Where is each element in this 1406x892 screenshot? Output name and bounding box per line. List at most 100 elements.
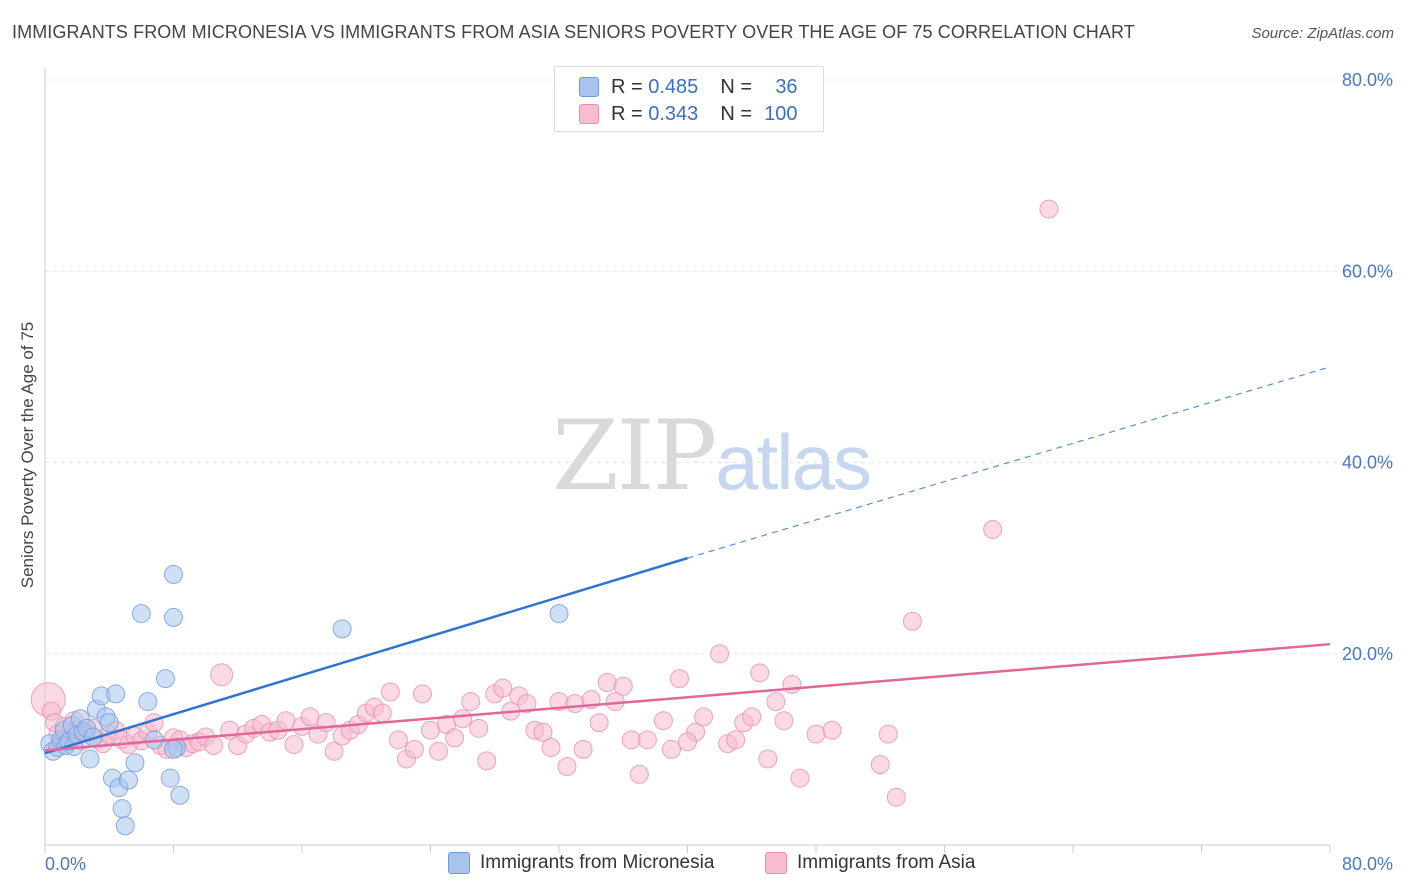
data-point — [445, 728, 465, 748]
legend-item-asia: Immigrants from Asia — [765, 852, 975, 874]
legend-n-value: 36 — [775, 75, 798, 98]
legend-swatch-micronesia — [448, 852, 470, 874]
data-point — [886, 787, 906, 807]
data-point — [332, 619, 352, 639]
trend-line-asia — [44, 642, 1331, 752]
data-point — [613, 676, 633, 696]
data-point — [106, 684, 126, 704]
data-point — [637, 730, 657, 750]
data-point — [822, 720, 842, 740]
legend-row-asia: R = 0.343 N = 100 — [579, 102, 798, 126]
watermark-zip: ZIP — [552, 400, 717, 512]
data-point — [541, 737, 561, 757]
data-point — [694, 707, 714, 727]
data-point — [870, 755, 890, 775]
data-point — [204, 736, 224, 756]
data-point — [774, 711, 794, 731]
data-point — [380, 682, 400, 702]
data-point — [210, 663, 234, 687]
data-point — [388, 730, 408, 750]
data-point — [164, 607, 183, 627]
trend-lines — [44, 366, 1331, 755]
data-point — [461, 692, 481, 712]
data-point — [710, 644, 730, 664]
data-point — [565, 693, 585, 713]
legend-swatch-asia — [579, 104, 599, 124]
data-point — [316, 713, 336, 733]
data-point — [493, 678, 513, 698]
legend-r-label: R = — [611, 75, 643, 98]
legend-swatch-micronesia — [579, 77, 599, 97]
legend-label-micronesia: Immigrants from Micronesia — [480, 852, 715, 873]
data-point — [533, 722, 553, 742]
x-tick-label: 80.0% — [1342, 854, 1393, 874]
data-point — [99, 713, 119, 733]
legend-row-micronesia: R = 0.485 N = 36 — [579, 75, 798, 99]
series-legend: Immigrants from Micronesia Immigrants fr… — [0, 852, 1406, 878]
data-point — [164, 564, 183, 584]
legend-r-value: 0.485 — [648, 75, 699, 98]
source-label: Source: ZipAtlas.com — [1251, 25, 1394, 42]
data-point — [750, 663, 770, 683]
data-point — [806, 724, 826, 744]
data-point — [125, 753, 145, 773]
data-point — [1039, 199, 1059, 219]
legend-n-label: N = — [720, 102, 752, 125]
data-point — [421, 720, 440, 740]
data-point — [669, 669, 689, 689]
data-point — [790, 768, 810, 788]
data-point — [661, 739, 681, 759]
legend-n-label: N = — [720, 75, 752, 98]
x-tick-label: 0.0% — [45, 854, 86, 874]
data-point — [629, 764, 649, 784]
data-point — [766, 692, 786, 712]
data-point — [517, 693, 537, 713]
data-point — [878, 724, 898, 744]
data-point — [115, 816, 135, 836]
legend-label-asia: Immigrants from Asia — [797, 852, 976, 873]
data-point — [160, 768, 180, 788]
tick-labels: 20.0% 40.0% 60.0% 80.0% 0.0% 80.0% — [45, 70, 1393, 874]
chart-title: IMMIGRANTS FROM MICRONESIA VS IMMIGRANTS… — [12, 22, 1135, 42]
legend-n-value: 100 — [764, 102, 798, 125]
legend-r-label: R = — [611, 102, 643, 125]
data-point — [573, 739, 593, 759]
data-point — [170, 785, 190, 805]
data-point — [80, 749, 100, 769]
data-point — [902, 611, 922, 631]
data-point — [112, 799, 132, 819]
data-point — [119, 770, 139, 790]
data-point — [276, 711, 296, 731]
data-point — [549, 604, 569, 624]
grid — [45, 79, 1395, 655]
data-point — [742, 707, 762, 727]
data-point — [404, 739, 424, 759]
data-point — [284, 735, 304, 755]
y-tick-label: 60.0% — [1342, 261, 1393, 281]
data-point — [653, 711, 673, 731]
data-point — [453, 709, 473, 729]
data-point — [557, 757, 577, 777]
y-tick-label: 20.0% — [1342, 644, 1393, 664]
y-tick-label: 80.0% — [1342, 70, 1393, 90]
data-point — [429, 741, 449, 761]
data-point — [621, 730, 641, 750]
data-point — [138, 692, 158, 712]
data-point — [782, 674, 802, 694]
data-point — [983, 519, 1003, 539]
data-point — [155, 669, 175, 689]
data-point — [300, 707, 320, 727]
series-immigrants-from-asia — [30, 199, 1059, 807]
data-point — [758, 749, 778, 769]
legend-r-value: 0.343 — [648, 102, 699, 125]
data-point — [412, 684, 432, 704]
data-point — [372, 703, 392, 723]
series-immigrants-from-micronesia — [40, 564, 569, 836]
data-point — [164, 739, 183, 759]
legend-item-micronesia: Immigrants from Micronesia — [448, 852, 714, 874]
data-point — [597, 672, 617, 692]
y-tick-label: 40.0% — [1342, 453, 1393, 473]
data-point — [589, 713, 609, 733]
correlation-legend: R = 0.485 N = 36 R = 0.343 N = 100 — [554, 66, 824, 132]
